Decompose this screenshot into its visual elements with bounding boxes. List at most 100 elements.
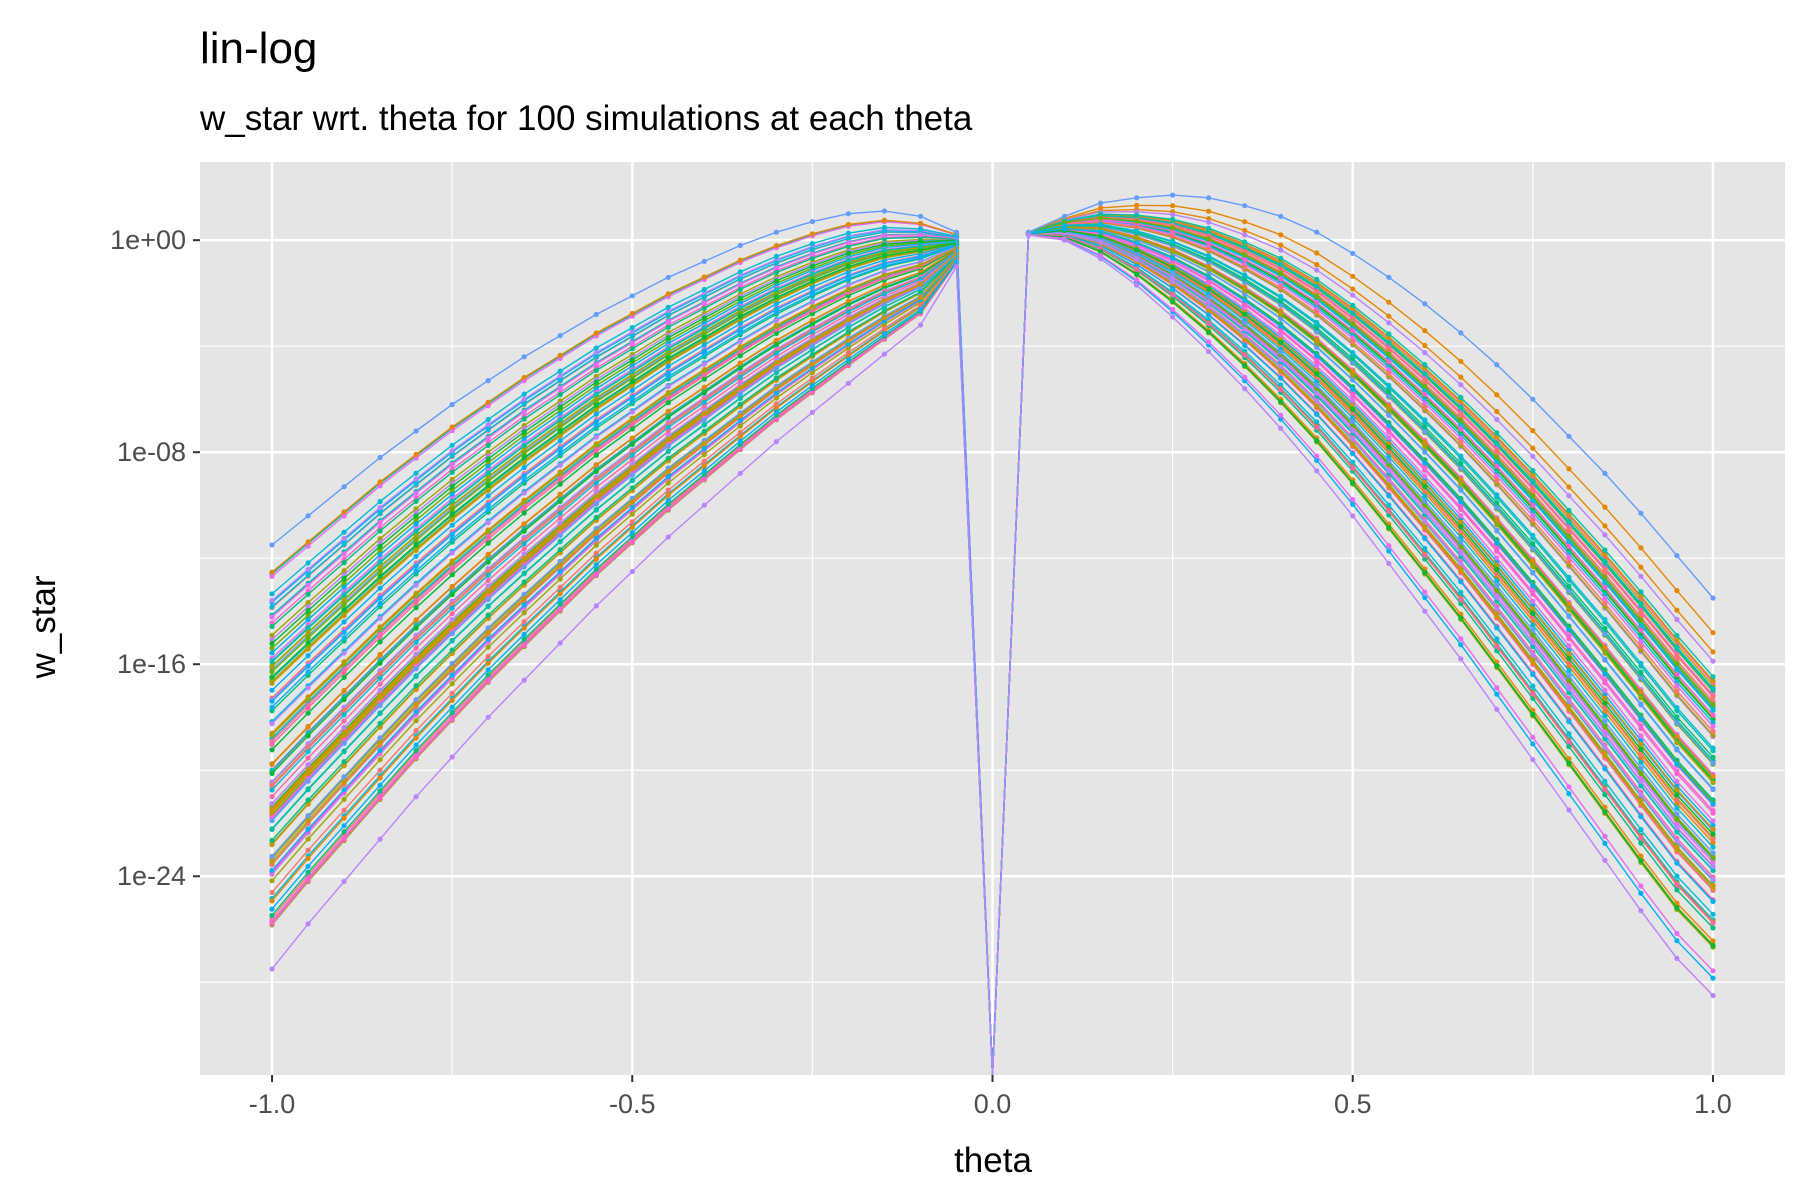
data-point xyxy=(881,208,888,214)
data-point xyxy=(1602,547,1608,553)
data-point xyxy=(377,788,383,794)
data-point xyxy=(1566,574,1572,581)
data-point xyxy=(305,733,311,739)
y-tick-label: 1e-16 xyxy=(117,649,186,679)
data-point xyxy=(485,449,491,455)
data-point xyxy=(1206,208,1212,214)
data-point xyxy=(737,353,743,359)
data-point xyxy=(341,829,347,835)
data-point xyxy=(1710,992,1716,999)
data-point xyxy=(1494,430,1500,436)
data-point xyxy=(593,361,599,367)
data-point xyxy=(521,564,527,570)
data-point xyxy=(1134,202,1140,208)
data-point xyxy=(1602,700,1608,706)
data-point xyxy=(1710,801,1716,807)
data-point xyxy=(593,535,599,541)
data-point xyxy=(1170,274,1176,280)
data-point xyxy=(1710,723,1716,730)
data-point xyxy=(485,583,491,589)
data-point xyxy=(557,515,563,521)
data-point xyxy=(1494,613,1500,620)
data-point xyxy=(881,308,888,314)
data-point xyxy=(269,794,275,800)
data-point xyxy=(1566,518,1572,525)
data-point xyxy=(1386,543,1392,549)
y-tick-label: 1e-24 xyxy=(117,861,186,891)
data-point xyxy=(449,631,455,637)
data-point xyxy=(449,461,455,467)
data-point xyxy=(1494,416,1500,423)
data-point xyxy=(773,395,780,401)
data-point xyxy=(1494,473,1500,479)
data-point xyxy=(1422,404,1428,410)
data-point xyxy=(485,660,491,666)
data-point xyxy=(845,263,852,270)
data-point xyxy=(809,361,816,367)
data-point xyxy=(593,367,599,373)
data-point xyxy=(305,539,311,545)
data-point xyxy=(449,647,455,653)
data-point xyxy=(773,265,780,271)
data-point xyxy=(845,221,852,228)
data-point xyxy=(701,468,707,474)
data-point xyxy=(1278,266,1284,272)
data-point xyxy=(557,605,563,612)
data-point xyxy=(1386,560,1392,567)
data-point xyxy=(1566,511,1572,517)
data-point xyxy=(737,295,743,301)
data-point xyxy=(1242,244,1248,250)
data-point xyxy=(269,732,275,738)
data-point xyxy=(845,273,852,279)
data-point xyxy=(1422,480,1428,486)
data-point xyxy=(1602,574,1608,580)
x-tick-label: -1.0 xyxy=(249,1089,296,1119)
data-point xyxy=(341,740,347,746)
data-point xyxy=(593,452,599,458)
data-point xyxy=(701,463,707,469)
data-point xyxy=(521,555,527,562)
data-point xyxy=(737,391,743,397)
data-point xyxy=(413,455,419,461)
data-point xyxy=(521,595,527,601)
data-point xyxy=(1350,250,1356,256)
data-point xyxy=(1674,644,1680,650)
data-point xyxy=(413,470,419,476)
data-point xyxy=(377,702,383,709)
data-point xyxy=(593,411,599,417)
data-point xyxy=(413,597,419,604)
data-point xyxy=(1710,649,1716,655)
data-point xyxy=(665,428,671,434)
data-point xyxy=(1386,367,1392,373)
data-point xyxy=(773,386,780,392)
data-point xyxy=(593,514,599,521)
data-point xyxy=(737,401,743,407)
data-point xyxy=(629,329,635,335)
data-point xyxy=(1242,203,1248,209)
data-point xyxy=(1566,588,1572,595)
data-point xyxy=(341,807,347,813)
data-point xyxy=(485,416,491,423)
data-point xyxy=(629,524,635,530)
data-point xyxy=(773,409,780,415)
data-point xyxy=(737,242,743,249)
data-point xyxy=(1566,554,1572,560)
data-point xyxy=(1458,561,1464,567)
data-point xyxy=(1638,741,1644,747)
data-point xyxy=(1602,840,1608,847)
data-point xyxy=(1386,382,1392,388)
data-point xyxy=(521,537,527,543)
data-point xyxy=(881,224,888,231)
data-point xyxy=(1710,694,1716,700)
data-point xyxy=(557,470,563,476)
data-point xyxy=(1674,938,1680,944)
data-point xyxy=(701,334,707,340)
data-point xyxy=(1710,674,1716,680)
data-point xyxy=(629,534,635,540)
data-point xyxy=(485,572,491,578)
data-point xyxy=(1530,615,1536,621)
data-point xyxy=(1061,226,1068,232)
data-point xyxy=(773,260,780,266)
data-point xyxy=(269,859,275,865)
data-point xyxy=(485,456,491,462)
